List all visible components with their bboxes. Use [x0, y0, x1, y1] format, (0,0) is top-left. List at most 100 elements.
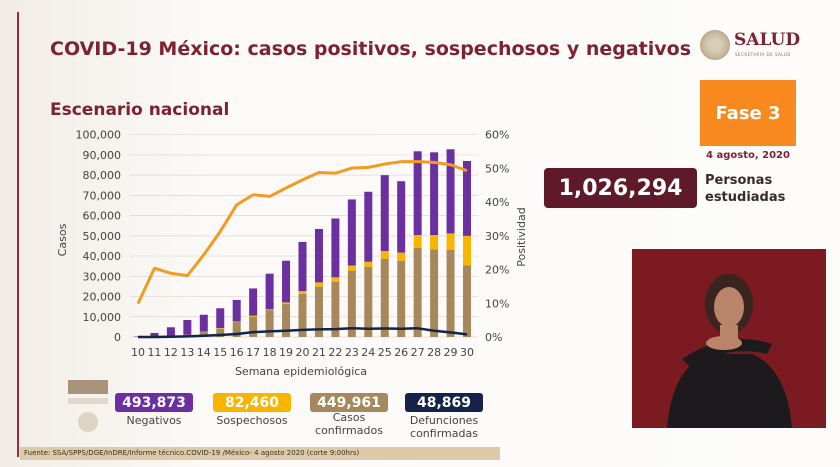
y-axis-label: Casos: [56, 223, 69, 256]
y-tick-label: 50,000: [83, 230, 122, 243]
cases-chart: 0 10,000 20,000 30,000 40,000 50,000 60,000 70,…: [56, 129, 528, 378]
x-tick-label: 25: [378, 346, 392, 359]
defunciones-label-line2: confirmadas: [410, 427, 478, 440]
bar-sospechosos: [413, 235, 422, 248]
bar-negativos: [314, 228, 323, 283]
line-positividad: [136, 160, 468, 305]
salud-logo: SALUD SECRETARÍA DE SALUD: [700, 30, 810, 64]
sign-language-interpreter-video: [632, 249, 826, 428]
logo-text: SALUD: [734, 30, 801, 50]
bar-confirmados: [463, 265, 471, 337]
y2-tick-label: 60%: [485, 129, 509, 142]
bar-sospechosos: [314, 282, 323, 287]
x-tick-label: 23: [345, 346, 359, 359]
y-tick-label: 20,000: [83, 291, 122, 304]
y-tick-label: 40,000: [83, 250, 122, 263]
bar-sospechosos: [364, 261, 373, 268]
y-tick-label: 80,000: [83, 169, 122, 182]
bar-sospechosos: [380, 251, 389, 259]
bar-sospechosos: [430, 235, 439, 250]
y-tick-label: 0: [114, 331, 121, 344]
x-tick-label: 24: [361, 346, 375, 359]
x-tick-label: 10: [131, 346, 145, 359]
bar-negativos: [166, 327, 175, 336]
phase-date: 4 agosto, 2020: [706, 150, 790, 161]
bar-negativos: [463, 160, 471, 236]
studied-label-line1: Personas: [705, 173, 773, 188]
bar-confirmados: [249, 316, 258, 337]
seal-icon: [700, 30, 730, 60]
studied-count: 1,026,294: [544, 168, 697, 208]
bar-confirmados: [331, 281, 340, 337]
sospechosos-count: 82,460: [213, 393, 291, 412]
y-tick-label: 30,000: [83, 270, 122, 283]
x-tick-label: 22: [328, 346, 342, 359]
y2-axis-label: Positividad: [515, 207, 528, 266]
x-tick-label: 17: [246, 346, 260, 359]
logo-subtext: SECRETARÍA DE SALUD: [735, 52, 791, 57]
bar-negativos: [430, 152, 439, 236]
y2-tick-label: 30%: [485, 230, 509, 243]
bar-sospechosos: [463, 235, 471, 266]
bar-negativos: [413, 151, 422, 236]
confirmados-label-line2: confirmados: [315, 424, 383, 437]
page-title: COVID-19 México: casos positivos, sospec…: [50, 38, 691, 60]
bar-confirmados: [397, 260, 406, 337]
bar-sospechosos: [216, 328, 225, 329]
bar-sospechosos: [282, 302, 291, 305]
x-tick-label: 26: [394, 346, 408, 359]
bar-confirmados: [232, 322, 241, 337]
bar-sospechosos: [265, 309, 274, 311]
bar-confirmados: [265, 310, 274, 337]
bar-negativos: [199, 314, 208, 332]
bar-negativos: [282, 260, 291, 303]
line-defunciones: [138, 327, 468, 339]
y-tick-label: 90,000: [83, 149, 122, 162]
negativos-count: 493,873: [115, 393, 193, 412]
interpreter-figure-icon: [667, 274, 792, 428]
defunciones-label-line1: Defunciones: [409, 414, 479, 427]
bar-negativos: [446, 149, 455, 234]
phase-badge: Fase 3: [700, 80, 796, 146]
x-axis-label: Semana epidemiológica: [235, 365, 367, 378]
x-tick-label: 12: [164, 346, 178, 359]
x-tick-label: 29: [444, 346, 458, 359]
studied-label: Personas estudiadas: [705, 172, 785, 206]
bar-negativos: [183, 320, 192, 335]
negativos-label-text: Negativos: [126, 414, 182, 427]
x-tick-label: 28: [427, 346, 441, 359]
x-tick-label: 13: [180, 346, 194, 359]
bar-confirmados: [199, 331, 208, 337]
accent-line: [17, 12, 19, 457]
bar-sospechosos: [331, 277, 340, 282]
x-tick-label: 11: [147, 346, 161, 359]
x-tick-label: 21: [312, 346, 326, 359]
bar-negativos: [380, 175, 389, 252]
bar-sospechosos: [232, 321, 241, 323]
bar-negativos: [298, 241, 307, 292]
negativos-label: Negativos: [99, 414, 209, 427]
confirmados-label: Casos confirmados: [294, 411, 404, 437]
bar-sospechosos: [249, 315, 258, 317]
bar-negativos: [364, 191, 373, 262]
y2-tick-label: 20%: [485, 264, 509, 277]
x-tick-label: 16: [230, 346, 244, 359]
bar-negativos: [347, 199, 356, 266]
bar-negativos: [232, 299, 241, 322]
y-tick-label: 60,000: [83, 210, 122, 223]
bar-confirmados: [430, 249, 439, 337]
bar-sospechosos: [298, 291, 307, 294]
bar-confirmados: [282, 304, 291, 337]
y-tick-label: 70,000: [83, 189, 122, 202]
bar-negativos: [249, 288, 258, 316]
bar-confirmados: [413, 247, 422, 337]
x-tick-label: 18: [263, 346, 277, 359]
defunciones-count: 48,869: [405, 393, 483, 412]
y2-tick-label: 50%: [485, 162, 509, 175]
bar-sospechosos: [347, 265, 356, 271]
bar-negativos: [397, 181, 406, 253]
x-tick-label: 14: [197, 346, 211, 359]
defunciones-label: Defunciones confirmadas: [389, 414, 499, 440]
chart-subtitle: Escenario nacional: [50, 100, 230, 120]
sospechosos-label: Sospechosos: [197, 414, 307, 427]
